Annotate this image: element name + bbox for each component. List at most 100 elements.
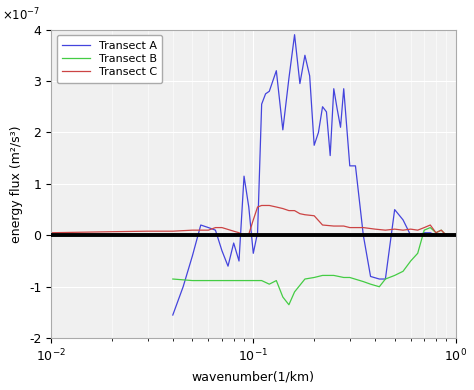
Transect A xyxy=(341,86,346,91)
Transect C xyxy=(255,205,260,209)
Transect A xyxy=(263,92,268,96)
Transect A xyxy=(408,233,413,238)
Transect A xyxy=(448,233,454,238)
Transect B xyxy=(415,251,420,256)
Transect C xyxy=(383,228,388,232)
Transect C xyxy=(273,205,279,209)
Transect B xyxy=(376,284,382,289)
Transect A xyxy=(302,53,308,58)
Transect C xyxy=(428,223,433,227)
Transect A xyxy=(331,86,337,91)
Transect B xyxy=(286,302,292,307)
Transect A xyxy=(392,207,398,212)
Transect A xyxy=(307,73,312,78)
Transect B xyxy=(266,282,272,287)
Transect C xyxy=(341,224,346,229)
Transect C xyxy=(297,211,303,216)
Transect A xyxy=(368,274,374,279)
Transect C xyxy=(415,228,420,232)
Transect A xyxy=(361,233,366,238)
Transect B xyxy=(341,275,346,280)
Transect A xyxy=(292,32,297,37)
Transect A xyxy=(266,89,272,94)
Y-axis label: energy flux (m²/s³): energy flux (m²/s³) xyxy=(10,125,23,243)
Transect B xyxy=(273,278,279,283)
Transect A xyxy=(311,143,317,148)
Transect B xyxy=(433,230,439,235)
Transect A xyxy=(246,205,252,209)
Transect A xyxy=(259,102,264,106)
Transect C xyxy=(347,225,353,230)
Transect A xyxy=(337,125,343,129)
Transect B xyxy=(361,279,366,284)
Transect A xyxy=(324,110,329,114)
Transect C xyxy=(319,223,325,227)
Transect B xyxy=(302,277,308,281)
Transect A xyxy=(297,81,303,86)
Transect A xyxy=(213,228,219,232)
Transect B xyxy=(408,259,413,263)
Transect A xyxy=(170,313,176,317)
Transect C xyxy=(400,228,406,232)
Transect C xyxy=(433,230,439,235)
Transect A xyxy=(433,233,439,238)
Transect C xyxy=(331,224,337,229)
Transect A xyxy=(353,163,358,168)
Transect A xyxy=(286,76,292,81)
Transect A xyxy=(198,223,204,227)
Transect C xyxy=(372,227,378,232)
Transect A xyxy=(415,233,420,238)
Transect B xyxy=(170,277,176,281)
Transect C xyxy=(280,206,286,211)
X-axis label: wavenumber(1/km): wavenumber(1/km) xyxy=(192,370,315,383)
Transect C xyxy=(361,225,366,230)
Transect A xyxy=(280,128,286,132)
Transect B xyxy=(259,278,264,283)
Transect B xyxy=(206,278,211,283)
Line: Transect B: Transect B xyxy=(173,228,447,305)
Transect C xyxy=(170,229,176,234)
Transect A xyxy=(273,68,279,73)
Transect A xyxy=(376,277,382,281)
Transect A xyxy=(319,105,325,109)
Transect A xyxy=(231,241,237,245)
Transect A xyxy=(444,233,449,238)
Transect B xyxy=(392,273,398,278)
Transect A xyxy=(334,107,340,112)
Transect C xyxy=(213,225,219,230)
Transect C xyxy=(246,232,252,237)
Transect C xyxy=(190,228,195,232)
Transect A xyxy=(438,233,444,238)
Legend: Transect A, Transect B, Transect C: Transect A, Transect B, Transect C xyxy=(56,35,163,83)
Transect B xyxy=(347,275,353,280)
Transect B xyxy=(292,289,297,294)
Transect C xyxy=(438,228,444,232)
Transect B xyxy=(400,269,406,274)
Transect C xyxy=(198,228,204,232)
Transect B xyxy=(331,273,337,278)
Transect C xyxy=(421,225,427,230)
Transect B xyxy=(190,278,195,283)
Transect A xyxy=(236,259,242,263)
Transect C xyxy=(206,228,211,232)
Transect C xyxy=(266,203,272,208)
Transect A xyxy=(190,254,195,258)
Transect A xyxy=(383,277,388,281)
Transect C xyxy=(236,230,242,235)
Transect B xyxy=(438,228,444,232)
Line: Transect C: Transect C xyxy=(51,206,447,236)
Transect C xyxy=(231,229,237,234)
Transect A xyxy=(241,174,247,179)
Transect C xyxy=(286,208,292,213)
Transect A xyxy=(250,251,256,256)
Transect C xyxy=(48,230,54,235)
Transect C xyxy=(109,229,115,234)
Transect B xyxy=(231,278,237,283)
Transect B xyxy=(250,278,256,283)
Transect C xyxy=(444,233,449,238)
Transect C xyxy=(408,227,413,232)
Transect A xyxy=(180,284,186,289)
Transect B xyxy=(319,273,325,278)
Transect C xyxy=(250,218,256,222)
Transect B xyxy=(280,295,286,300)
